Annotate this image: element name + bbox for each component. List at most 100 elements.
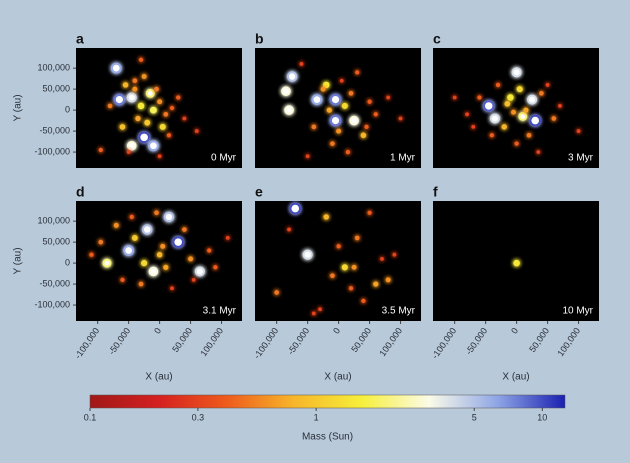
star xyxy=(163,211,175,223)
time-annotation: 1 Myr xyxy=(390,153,416,164)
star xyxy=(341,102,348,109)
star xyxy=(289,202,302,215)
star xyxy=(157,99,163,105)
y-tick-label: 50,000 xyxy=(42,236,70,246)
star xyxy=(311,124,317,130)
panel-letter: b xyxy=(255,31,264,47)
star xyxy=(489,133,494,138)
star xyxy=(373,112,378,117)
x-tick-label: 50,000 xyxy=(349,326,373,354)
x-tick-label: 50,000 xyxy=(170,326,194,354)
x-tick-label: 100,000 xyxy=(198,326,225,358)
star xyxy=(274,290,280,295)
star xyxy=(169,105,175,111)
panel-letter: a xyxy=(76,31,84,47)
star xyxy=(154,86,159,92)
star xyxy=(287,227,291,232)
star xyxy=(194,266,205,277)
star xyxy=(367,99,372,104)
panel-background xyxy=(76,48,242,168)
panel-letter: f xyxy=(433,184,438,200)
star xyxy=(163,264,169,270)
star xyxy=(323,214,329,220)
panel-letter: e xyxy=(255,184,263,200)
star xyxy=(501,124,507,130)
star xyxy=(341,264,348,271)
y-axis-label: Y (au) xyxy=(13,247,24,274)
y-tick-label: 50,000 xyxy=(42,83,70,93)
time-annotation: 10 Myr xyxy=(562,306,593,317)
colorbar-tick-label: 0.3 xyxy=(192,412,205,422)
star xyxy=(120,277,125,283)
star xyxy=(526,132,532,138)
star xyxy=(159,123,166,130)
star xyxy=(148,140,159,152)
star xyxy=(113,222,119,228)
star xyxy=(172,236,185,248)
star xyxy=(132,86,138,92)
star xyxy=(329,93,342,106)
star xyxy=(511,109,517,115)
star xyxy=(514,141,519,146)
star xyxy=(138,131,150,144)
star xyxy=(483,100,495,112)
time-annotation: 3.5 Myr xyxy=(382,306,416,317)
star xyxy=(182,116,187,121)
star xyxy=(311,94,323,105)
star xyxy=(336,244,341,249)
star xyxy=(110,62,122,74)
star xyxy=(126,150,131,154)
star xyxy=(551,116,557,121)
star xyxy=(348,286,354,291)
star xyxy=(137,102,145,110)
star xyxy=(504,100,511,107)
star xyxy=(539,90,544,96)
x-axis-label: X (au) xyxy=(502,372,529,383)
x-axis-label: X (au) xyxy=(324,372,351,383)
time-annotation: 0 Myr xyxy=(211,153,237,164)
star xyxy=(576,129,581,133)
star xyxy=(182,227,187,232)
star xyxy=(138,57,144,62)
star xyxy=(513,259,520,267)
star xyxy=(322,81,330,89)
star xyxy=(207,248,212,253)
panel-letter: d xyxy=(76,184,85,200)
star xyxy=(135,115,141,122)
star xyxy=(311,311,316,316)
x-tick-label: -50,000 xyxy=(107,326,133,357)
x-tick-label: -100,000 xyxy=(430,326,459,361)
star xyxy=(284,105,294,115)
star xyxy=(477,95,482,100)
y-tick-label: -50,000 xyxy=(39,278,70,288)
star xyxy=(98,239,104,245)
colorbar-tick-label: 0.1 xyxy=(84,412,97,422)
star xyxy=(160,243,166,249)
y-tick-label: -100,000 xyxy=(34,299,70,309)
star xyxy=(163,111,169,117)
x-tick-label: 100,000 xyxy=(555,326,582,358)
x-axis-label: X (au) xyxy=(145,372,172,383)
star xyxy=(354,235,360,241)
star xyxy=(545,83,550,87)
star xyxy=(132,78,138,84)
star xyxy=(318,307,322,312)
star xyxy=(348,90,354,96)
time-annotation: 3.1 Myr xyxy=(203,306,237,317)
y-tick-label: -50,000 xyxy=(39,125,70,135)
star xyxy=(156,251,163,258)
star xyxy=(142,224,153,235)
star xyxy=(213,265,218,270)
star xyxy=(281,86,291,97)
x-tick-label: 100,000 xyxy=(377,326,404,358)
panel-background xyxy=(433,48,599,168)
star xyxy=(305,154,310,159)
stars xyxy=(274,202,397,316)
colorbar-tick-label: 10 xyxy=(537,412,547,422)
star xyxy=(157,154,162,159)
x-tick-label: 50,000 xyxy=(527,326,551,354)
star xyxy=(126,140,137,151)
x-tick-label: -100,000 xyxy=(73,326,102,361)
